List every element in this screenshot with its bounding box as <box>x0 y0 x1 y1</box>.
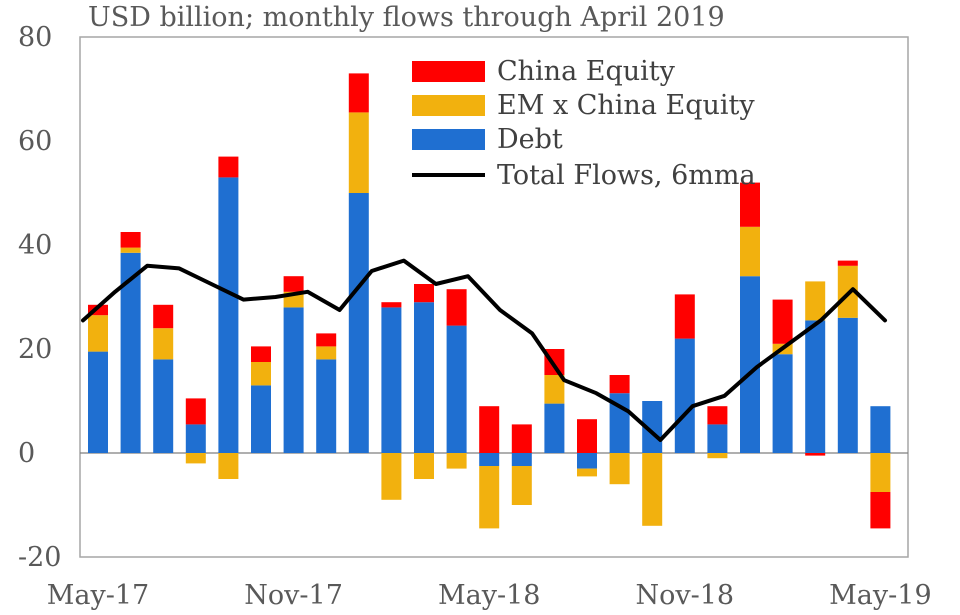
bar-em-x-china-equity <box>544 375 565 404</box>
y-tick-label: -20 <box>18 542 61 573</box>
bar-em-x-china-equity <box>609 453 630 485</box>
bar-debt <box>577 453 597 469</box>
bar-debt <box>120 252 141 453</box>
y-tick-label: 0 <box>18 438 35 469</box>
bar-debt <box>153 359 174 453</box>
y-tick-label: 20 <box>18 334 52 365</box>
bar-em-x-china-equity <box>870 453 891 492</box>
bar-debt <box>414 302 434 453</box>
bar-debt <box>772 354 793 453</box>
legend-label-china-equity: China Equity <box>497 56 676 87</box>
legend-label-em-x-china-equity: EM x China Equity <box>497 90 755 121</box>
bar-china-equity <box>772 299 793 344</box>
bar-china-equity <box>414 284 434 303</box>
bar-em-x-china-equity <box>479 466 500 529</box>
bar-debt <box>642 401 663 453</box>
x-tick-label: Nov-18 <box>635 580 734 611</box>
bar-debt <box>674 338 695 453</box>
bar-china-equity <box>251 346 271 362</box>
bar-debt <box>88 351 108 453</box>
bar-china-equity <box>479 406 500 453</box>
legend-swatch-debt <box>412 129 485 150</box>
bar-china-equity <box>707 406 728 425</box>
bar-debt <box>870 406 891 453</box>
bar-em-x-china-equity <box>740 226 760 277</box>
total-flows-line <box>81 258 887 442</box>
bar-debt <box>740 276 760 453</box>
bar-china-equity <box>381 302 402 308</box>
bar-em-x-china-equity <box>446 453 467 469</box>
y-tick-label: 60 <box>18 126 52 157</box>
plot-frame <box>79 36 909 558</box>
bar-china-equity <box>153 304 174 329</box>
bar-china-equity <box>446 289 467 326</box>
bar-china-equity <box>120 232 141 248</box>
bar-debt <box>805 320 826 453</box>
bar-debt <box>544 403 565 453</box>
bar-debt <box>185 424 206 453</box>
bar-debt <box>316 359 337 453</box>
chart-title: USD billion; monthly flows through April… <box>88 2 725 33</box>
legend-swatch-china-equity <box>412 61 485 82</box>
bar-em-x-china-equity <box>348 112 369 193</box>
bar-china-equity <box>870 492 891 529</box>
total-line-group <box>81 258 887 442</box>
bar-debt <box>218 177 239 453</box>
bar-em-x-china-equity <box>120 247 141 253</box>
bar-china-equity <box>316 333 337 347</box>
x-axis: May-17 Nov-17 May-18 Nov-18 May-19 <box>47 580 932 611</box>
bar-em-x-china-equity <box>218 453 239 479</box>
bar-em-x-china-equity <box>185 453 206 464</box>
bar-china-equity <box>511 424 532 453</box>
bar-china-equity <box>283 276 304 292</box>
bar-china-equity <box>88 304 108 316</box>
bar-em-x-china-equity <box>805 281 826 321</box>
bar-em-x-china-equity <box>511 466 532 505</box>
bar-debt <box>381 307 402 453</box>
bar-em-x-china-equity <box>88 315 108 352</box>
bars-group <box>88 73 891 529</box>
legend: China Equity EM x China Equity Debt Tota… <box>412 56 756 191</box>
bar-china-equity <box>609 375 630 394</box>
bar-em-x-china-equity <box>642 453 663 526</box>
bar-china-equity <box>348 73 369 113</box>
bar-debt <box>348 193 369 453</box>
bar-china-equity <box>185 398 206 425</box>
legend-label-debt: Debt <box>497 124 563 155</box>
bar-em-x-china-equity <box>153 328 174 360</box>
bar-debt <box>511 453 532 466</box>
bar-debt <box>479 453 500 466</box>
y-axis: -20 0 20 40 60 80 <box>18 22 61 573</box>
bar-debt <box>446 325 467 453</box>
bar-china-equity <box>740 182 760 227</box>
x-tick-label: May-17 <box>47 580 149 611</box>
y-tick-label: 40 <box>18 230 52 261</box>
legend-swatch-em-x-china-equity <box>412 95 485 116</box>
bar-china-equity <box>218 156 239 178</box>
bar-debt <box>707 424 728 453</box>
bar-em-x-china-equity <box>414 453 434 479</box>
bar-china-equity <box>837 260 858 266</box>
x-tick-label: May-19 <box>829 580 931 611</box>
bar-em-x-china-equity <box>316 346 337 360</box>
bar-em-x-china-equity <box>381 453 402 500</box>
bar-china-equity <box>805 453 826 456</box>
bar-debt <box>837 317 858 453</box>
x-tick-label: May-18 <box>438 580 540 611</box>
bar-debt <box>251 385 271 453</box>
bar-em-x-china-equity <box>707 453 728 459</box>
bar-debt <box>283 307 304 453</box>
x-tick-label: Nov-17 <box>244 580 343 611</box>
bar-em-x-china-equity <box>251 362 271 386</box>
y-tick-label: 80 <box>18 22 52 53</box>
bar-china-equity <box>577 419 597 453</box>
bar-em-x-china-equity <box>577 468 597 477</box>
bar-china-equity <box>674 294 695 339</box>
legend-label-total-flows: Total Flows, 6mma <box>497 160 756 191</box>
